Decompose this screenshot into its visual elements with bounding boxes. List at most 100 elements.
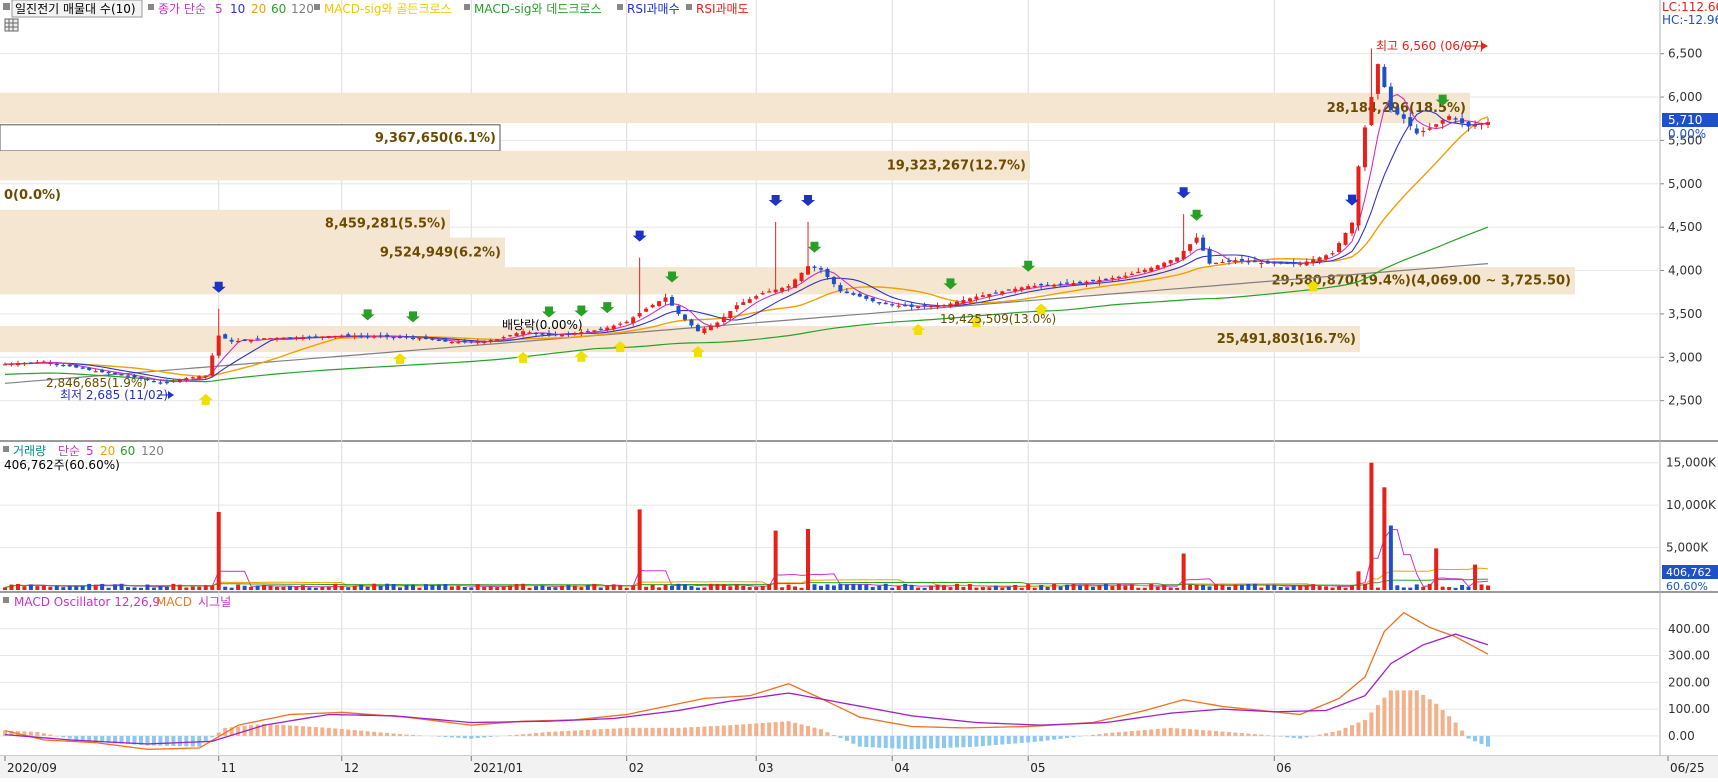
volume-bar: [1344, 588, 1348, 590]
candle-body: [1331, 253, 1335, 254]
legend-ma10: 10: [230, 2, 245, 16]
candle-body: [528, 332, 532, 333]
macd-histogram-bar: [55, 736, 59, 737]
volume-bar: [1389, 526, 1393, 590]
macd-histogram-bar: [1421, 695, 1425, 736]
volume-bar: [1052, 584, 1056, 590]
macd-histogram-bar: [1447, 716, 1451, 736]
candle-body: [346, 334, 350, 336]
macd-histogram-bar: [625, 728, 629, 736]
macd-histogram-bar: [275, 725, 279, 736]
volume-bar: [372, 584, 376, 590]
volume-profile-label: 19,323,267(12.7%): [887, 159, 1026, 174]
volume-bar: [346, 587, 350, 590]
candle-body: [437, 340, 441, 341]
macd-histogram-bar: [1110, 733, 1114, 736]
volume-bar: [294, 587, 298, 590]
volume-bar: [1065, 585, 1069, 590]
candle-body: [152, 381, 156, 382]
macd-histogram-bar: [281, 725, 285, 736]
legend-ma60: 60: [271, 2, 286, 16]
candle-body: [664, 297, 668, 301]
volume-bar: [249, 587, 253, 590]
volume-bar: [1214, 584, 1218, 590]
candle-body: [1130, 274, 1134, 275]
volume-bar: [94, 585, 98, 590]
macd-histogram-bar: [981, 736, 985, 746]
candle-body: [1382, 67, 1386, 87]
volume-bar: [1402, 587, 1406, 590]
volume-profile-label: 25,491,803(16.7%): [1217, 332, 1356, 347]
date-tick-label: 03: [758, 761, 773, 775]
macd-osc-label: MACD Oscillator 12,26,9: [14, 595, 160, 609]
macd-histogram-bar: [1233, 733, 1237, 736]
candle-body: [327, 336, 331, 338]
candle-body: [1454, 118, 1458, 119]
macd-histogram-bar: [489, 736, 493, 737]
volume-bar: [1007, 586, 1011, 590]
candle-body: [68, 365, 72, 367]
volume-bar: [405, 585, 409, 590]
volume-bar: [625, 588, 629, 590]
volume-bar: [48, 587, 52, 590]
volume-bar: [534, 586, 538, 590]
macd-histogram-bar: [644, 728, 648, 736]
volume-bar: [301, 585, 305, 590]
macd-histogram-bar: [307, 727, 311, 736]
candle-body: [1188, 244, 1192, 251]
macd-histogram-bar: [612, 729, 616, 736]
date-tick-label: 06/25: [1670, 761, 1705, 775]
macd-tick-label: 0.00: [1668, 729, 1695, 743]
volume-bar: [1356, 571, 1360, 590]
volume-bar: [1130, 584, 1134, 590]
candle-body: [392, 337, 396, 338]
macd-tick-label: 100.00: [1668, 702, 1710, 716]
candle-body: [605, 328, 609, 331]
candle-body: [42, 362, 46, 363]
macd-histogram-bar: [948, 736, 952, 748]
volume-bar: [832, 585, 836, 590]
candle-body: [55, 364, 59, 365]
candle-body: [884, 303, 888, 305]
macd-histogram-bar: [599, 729, 603, 736]
macd-histogram-bar: [1486, 736, 1490, 747]
candle-body: [1350, 223, 1354, 234]
volume-bar: [55, 586, 59, 590]
volume-bar: [1046, 587, 1050, 590]
volume-bar: [1097, 585, 1101, 590]
macd-histogram-bar: [294, 726, 298, 736]
price-tick-label: 4,500: [1668, 220, 1702, 234]
macd-histogram-bar: [1026, 736, 1030, 742]
volume-bar: [133, 587, 137, 590]
candle-body: [1395, 108, 1399, 115]
candle-body: [1020, 287, 1024, 290]
macd-histogram-bar: [709, 726, 713, 736]
volume-bar: [1421, 587, 1425, 590]
candle-body: [1201, 238, 1205, 251]
volume-bar: [618, 585, 622, 590]
macd-histogram-bar: [1285, 736, 1289, 737]
table-icon[interactable]: [5, 19, 18, 31]
volume-badge: 406,762 60.60%: [1662, 565, 1718, 593]
candle-body: [670, 297, 674, 306]
volume-bar: [489, 586, 493, 590]
macd-histogram-bar: [838, 736, 842, 738]
volume-bar: [1162, 585, 1166, 590]
volume-badge-pct: 60.60%: [1666, 580, 1708, 593]
candle-body: [916, 307, 920, 308]
volume-bar: [1311, 584, 1315, 590]
macd-histogram-bar: [858, 736, 862, 747]
candle-body: [1240, 259, 1244, 261]
candle-body: [165, 382, 169, 383]
volume-bar: [1175, 588, 1179, 590]
candle-body: [1253, 261, 1257, 263]
volume-bar: [281, 587, 285, 590]
candle-body: [482, 341, 486, 343]
candle-body: [197, 376, 201, 378]
volume-bar: [683, 584, 687, 590]
macd-histogram-bar: [1441, 710, 1445, 736]
macd-histogram-bar: [1428, 699, 1432, 736]
volume-bar: [702, 587, 706, 590]
macd-histogram-bar: [806, 726, 810, 736]
